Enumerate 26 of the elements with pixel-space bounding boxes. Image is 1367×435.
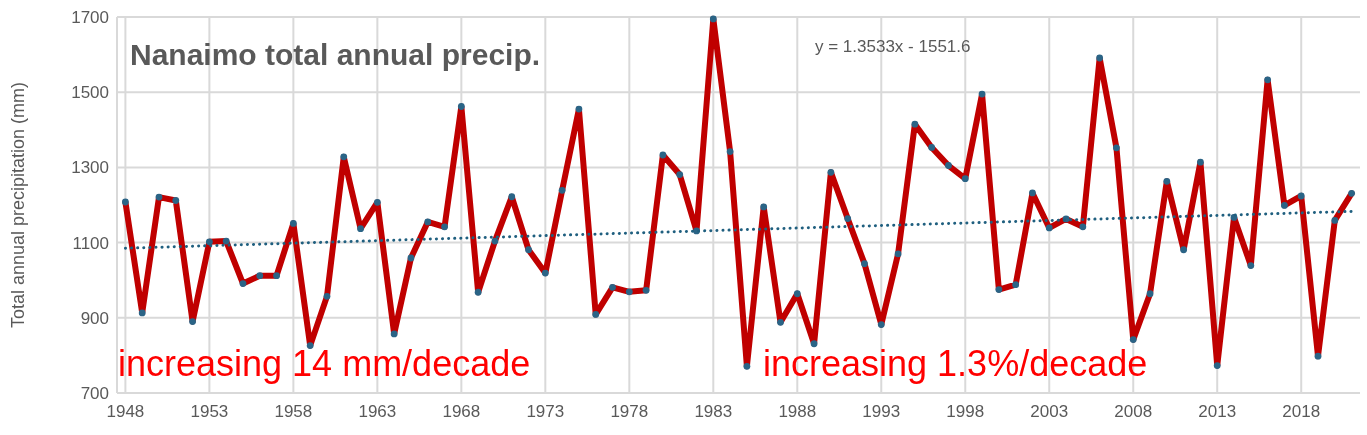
x-tick-label: 2008: [1114, 402, 1153, 421]
x-tick-label: 1993: [862, 402, 901, 421]
y-tick-label: 1300: [71, 158, 109, 178]
y-tick-label: 900: [80, 308, 109, 328]
x-tick-label: 1978: [610, 402, 649, 421]
y-tick-label: 1700: [71, 8, 109, 27]
x-tick-label: 1968: [442, 402, 481, 421]
x-tick-label: 1963: [358, 402, 397, 421]
x-tick-label: 2018: [1282, 402, 1321, 421]
y-tick-label: 700: [80, 384, 109, 403]
annotation: y = 1.3533x - 1551.6: [815, 37, 971, 56]
x-tick-label: 2003: [1030, 402, 1069, 421]
x-tick-label: 1953: [190, 402, 229, 421]
x-tick-label: 1998: [946, 402, 985, 421]
text: Nanaimo total annual precip.: [130, 38, 541, 71]
y-tick-label: 1500: [71, 83, 109, 103]
x-tick-label: 1973: [526, 402, 565, 421]
x-tick-label: 1983: [694, 402, 733, 421]
x-tick-label: 1948: [106, 402, 145, 421]
y-axis-title: Total annual precipitation (mm): [8, 81, 28, 329]
y-tick-label: 1100: [72, 233, 109, 253]
x-tick-label: 1988: [778, 402, 817, 421]
annotation: increasing 1.3%/decade: [763, 343, 1148, 384]
annotation: increasing 14 mm/decade: [118, 343, 531, 384]
x-tick-label: 1958: [274, 402, 313, 421]
x-tick-label: 2013: [1198, 402, 1237, 421]
